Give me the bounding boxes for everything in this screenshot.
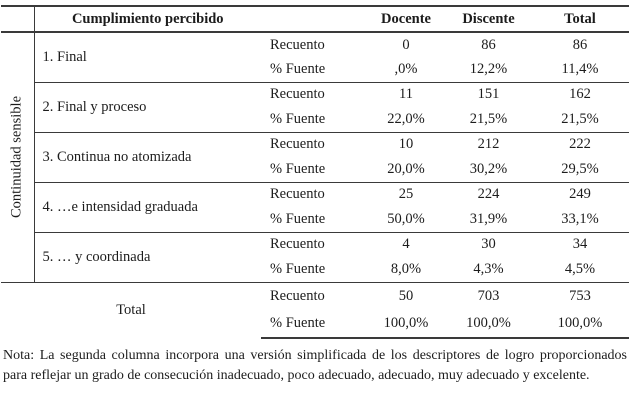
- header-stub-spacer: [261, 5, 366, 33]
- cell-count-discente: 212: [446, 131, 531, 157]
- stub-pct: % Fuente: [270, 260, 326, 277]
- cell-count-total: 222: [531, 131, 629, 157]
- table-row: % Fuente 22,0% 21,5% 21,5%: [1, 107, 629, 132]
- stub-count: Recuento: [261, 281, 366, 310]
- stub-count: Recuento: [261, 231, 366, 257]
- cell-pct-docente: 8,0%: [390, 260, 422, 277]
- cell-pct-docente: ,0%: [394, 60, 418, 77]
- header-col-docente: Docente: [366, 5, 446, 33]
- stub-pct: % Fuente: [270, 160, 326, 177]
- table-note: Nota: La segunda columna incorpora una v…: [3, 348, 627, 383]
- cell-count-total: 86: [572, 36, 588, 53]
- cell-pct-total: 11,4%: [561, 60, 599, 77]
- cell-count-discente: 224: [446, 181, 531, 207]
- category-label: 5. … y coordinada: [34, 231, 261, 282]
- stub-pct: % Fuente: [270, 110, 326, 127]
- cell-pct-total: 4,5%: [564, 260, 596, 277]
- header-category-title: Cumplimiento percibido: [34, 5, 261, 33]
- cell-count-docente: 4: [366, 231, 446, 257]
- cell-pct-discente: 21,5%: [469, 110, 508, 127]
- table-row: Continuidad sensible 1. Final Recuento 0…: [1, 32, 629, 282]
- stub-pct: % Fuente: [270, 210, 326, 227]
- cell-pct-discente: 4,3%: [473, 260, 504, 277]
- cell-pct-total: 21,5%: [561, 110, 599, 127]
- table-row: % Fuente 20,0% 30,2% 29,5%: [1, 157, 629, 182]
- cell-count-total: 34: [531, 231, 629, 257]
- table-row: 2. Final y proceso Recuento 11 151 162: [1, 81, 629, 132]
- cell-count-total: 753: [531, 281, 629, 310]
- cell-pct-total: 33,1%: [561, 210, 599, 227]
- stub-count: Recuento: [270, 36, 325, 53]
- table-row: % Fuente ,0% 12,2% 11,4%: [1, 57, 629, 82]
- table-row-total: Total Recuento 50 703 753: [1, 281, 629, 338]
- cell-count-discente: 151: [446, 81, 531, 107]
- cell-pct-docente: 22,0%: [387, 110, 425, 127]
- stub-pct: % Fuente: [261, 310, 366, 339]
- table-header-row: Cumplimiento percibido Docente Discente …: [1, 5, 629, 33]
- stub-pct: % Fuente: [270, 60, 326, 77]
- header-col-total: Total: [531, 5, 629, 33]
- table-row: 5. … y coordinada Recuento 4 30 34: [1, 231, 629, 282]
- side-label-cell: Continuidad sensible: [1, 32, 35, 282]
- cell-count-total: 249: [531, 181, 629, 207]
- table-row: 4. …e intensidad graduada Recuento 25 22…: [1, 181, 629, 232]
- side-label: Continuidad sensible: [8, 96, 25, 219]
- cell-count-docente: 50: [366, 281, 446, 310]
- table-row: 3. Continua no atomizada Recuento 10 212…: [1, 131, 629, 182]
- cell-count-docente: 0: [402, 36, 410, 53]
- total-label: Total: [1, 281, 261, 338]
- category-label: 3. Continua no atomizada: [34, 131, 261, 182]
- cell-count-total: 162: [531, 81, 629, 107]
- cell-count-discente: 86: [481, 36, 496, 53]
- cell-pct-docente: 100,0%: [366, 310, 446, 339]
- cell-count-discente: 30: [446, 231, 531, 257]
- cell-pct-docente: 20,0%: [387, 160, 425, 177]
- header-col-discente: Discente: [446, 5, 531, 33]
- cell-pct-discente: 100,0%: [446, 310, 531, 339]
- cell-pct-discente: 31,9%: [469, 210, 508, 227]
- category-label: 4. …e intensidad graduada: [34, 181, 261, 232]
- cell-pct-total: 100,0%: [531, 310, 629, 339]
- stub-count: Recuento: [261, 131, 366, 157]
- stub-count: Recuento: [261, 181, 366, 207]
- cell-pct-discente: 30,2%: [469, 160, 508, 177]
- cell-pct-docente: 50,0%: [387, 210, 425, 227]
- cell-count-discente: 703: [446, 281, 531, 310]
- table-row: % Fuente 8,0% 4,3% 4,5%: [1, 257, 629, 282]
- crosstab-table: Cumplimiento percibido Docente Discente …: [1, 5, 629, 339]
- stub-count: Recuento: [261, 81, 366, 107]
- header-side-spacer: [1, 5, 35, 33]
- cell-count-docente: 10: [366, 131, 446, 157]
- cell-count-docente: 25: [366, 181, 446, 207]
- table-row: % Fuente 50,0% 31,9% 33,1%: [1, 207, 629, 232]
- table-row-total: % Fuente 100,0% 100,0% 100,0%: [1, 310, 629, 339]
- cell-pct-discente: 12,2%: [469, 60, 508, 77]
- category-label: 2. Final y proceso: [34, 81, 261, 132]
- category-label: 1. Final: [42, 48, 87, 65]
- cell-pct-total: 29,5%: [561, 160, 599, 177]
- cell-count-docente: 11: [366, 81, 446, 107]
